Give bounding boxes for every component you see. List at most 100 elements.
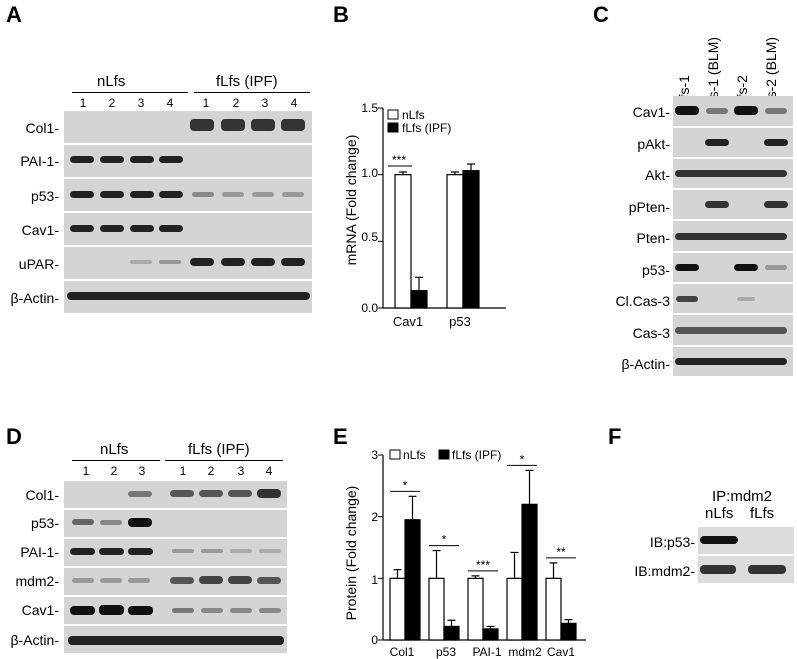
bar-flfs: [410, 290, 428, 309]
blot-band: [675, 327, 787, 334]
y-tick-label: 0.5: [361, 230, 378, 244]
row-label-cl-cas3: Cl.Cas-3: [615, 293, 670, 309]
bar-flfs: [443, 625, 460, 641]
blot-band: [764, 201, 788, 208]
row-label-pten: Pten-: [636, 230, 670, 246]
row-label-cav1: Cav1-: [21, 222, 59, 238]
blot-band: [99, 605, 124, 615]
x-tick-label: Col1: [390, 645, 415, 659]
blot-band: [230, 608, 252, 613]
blot-band: [172, 549, 194, 553]
bar-flfs: [462, 170, 480, 309]
blot-band: [700, 565, 736, 574]
blot-band: [159, 156, 183, 163]
blot-band: [201, 608, 223, 613]
blot-band: [159, 260, 181, 264]
blot-band: [257, 577, 281, 584]
blot-band: [128, 518, 152, 527]
legend-label-nlfs: nLfs: [403, 448, 426, 462]
blot-band: [70, 606, 95, 615]
chart-b-yaxis: 0.0 0.5 1.0 1.5: [361, 101, 378, 315]
blot-band: [252, 192, 274, 197]
row-label-col1: Col1-: [25, 120, 59, 136]
significance-mark: **: [556, 545, 566, 559]
blot-band: [282, 192, 304, 197]
blot-band: [675, 106, 699, 115]
row-label-cas3: Cas-3: [632, 325, 670, 341]
panel-c-label: C: [593, 2, 609, 27]
blot-band: [100, 520, 122, 525]
row-label-beta-actin: β-Actin-: [10, 290, 59, 306]
blot-band: [734, 264, 758, 271]
x-tick-label: p53: [449, 314, 471, 329]
blot-band: [68, 636, 284, 645]
blot-band: [170, 577, 194, 584]
blot-band: [70, 548, 95, 555]
panel-d-label: D: [6, 424, 22, 449]
blot-band: [221, 119, 245, 131]
chart-b: mRNA (Fold change) 0.0 0.5 1.0 1.5 Cav1 …: [343, 101, 506, 329]
lane-label-flfs: fLfs: [750, 505, 775, 522]
legend-swatch-nlfs: [389, 449, 401, 460]
lane-label: 4: [166, 96, 174, 110]
blot-band: [128, 548, 153, 555]
group-underline-flfs: [194, 92, 310, 93]
lane-label: 1: [79, 96, 87, 110]
bar-flfs: [482, 628, 499, 641]
lane-label: 3: [138, 464, 146, 478]
blot-band: [222, 192, 244, 197]
blot-band: [257, 489, 281, 498]
group-underline-nlfs: [72, 460, 160, 461]
blot-band: [130, 191, 154, 198]
blot-band: [748, 565, 786, 574]
x-tick-label: p53: [436, 645, 456, 659]
blot-band: [765, 108, 787, 114]
panel-f-label: F: [608, 424, 622, 449]
y-tick-label: 3: [371, 448, 378, 462]
lane-label: 2: [207, 464, 215, 478]
chart-b-legend: nLfs fLfs (IPF): [387, 108, 451, 135]
blot-band: [765, 265, 787, 270]
significance-mark: *: [520, 452, 525, 466]
lane-label: 1: [82, 464, 90, 478]
blot-band: [675, 170, 787, 177]
row-label-cav1: Cav1-: [21, 602, 59, 618]
blot-band: [130, 260, 152, 264]
legend-swatch-flfs: [438, 449, 450, 460]
lane-label: 3: [261, 96, 269, 110]
row-label-cav1: Cav1-: [632, 104, 670, 120]
chart-e-yaxis: 0 1 2 3: [371, 448, 378, 647]
blot-band: [281, 258, 305, 266]
group-label-nlfs: nLfs: [100, 441, 129, 458]
row-label-pai1: PAI-1-: [20, 544, 59, 560]
bar-nlfs: [545, 577, 562, 641]
row-label-ppten: pPten-: [628, 199, 670, 215]
y-tick-label: 1.0: [361, 166, 378, 180]
blot-band: [737, 297, 755, 301]
blot-band: [764, 139, 788, 146]
row-label-pakt: pAkt-: [637, 136, 670, 152]
row-label-upar: uPAR-: [18, 256, 59, 272]
row-label-beta-actin: β-Actin-: [621, 356, 670, 372]
legend-label-nlfs: nLfs: [402, 108, 425, 122]
chart-e-legend: nLfs fLfs (IPF): [389, 448, 501, 462]
row-label-p53: p53-: [30, 515, 59, 531]
significance-mark: *: [442, 533, 447, 547]
blot-band: [676, 296, 698, 302]
blot-band: [170, 490, 194, 497]
blot-band: [72, 578, 94, 583]
bar-flfs: [404, 519, 421, 641]
panel-a-label: A: [6, 2, 22, 27]
blot-band: [700, 536, 738, 544]
blot-band: [230, 549, 252, 553]
blot-band: [70, 156, 94, 163]
lane-label-nlfs: nLfs: [705, 505, 734, 522]
significance-mark: ***: [476, 558, 490, 572]
blot-band: [199, 490, 223, 497]
blot-band: [172, 608, 194, 613]
blot-band: [130, 225, 154, 232]
blot-band: [100, 156, 124, 163]
legend-label-flfs: fLfs (IPF): [402, 121, 451, 135]
row-label-mdm2: mdm2-: [15, 573, 59, 589]
blot-band: [128, 491, 152, 497]
